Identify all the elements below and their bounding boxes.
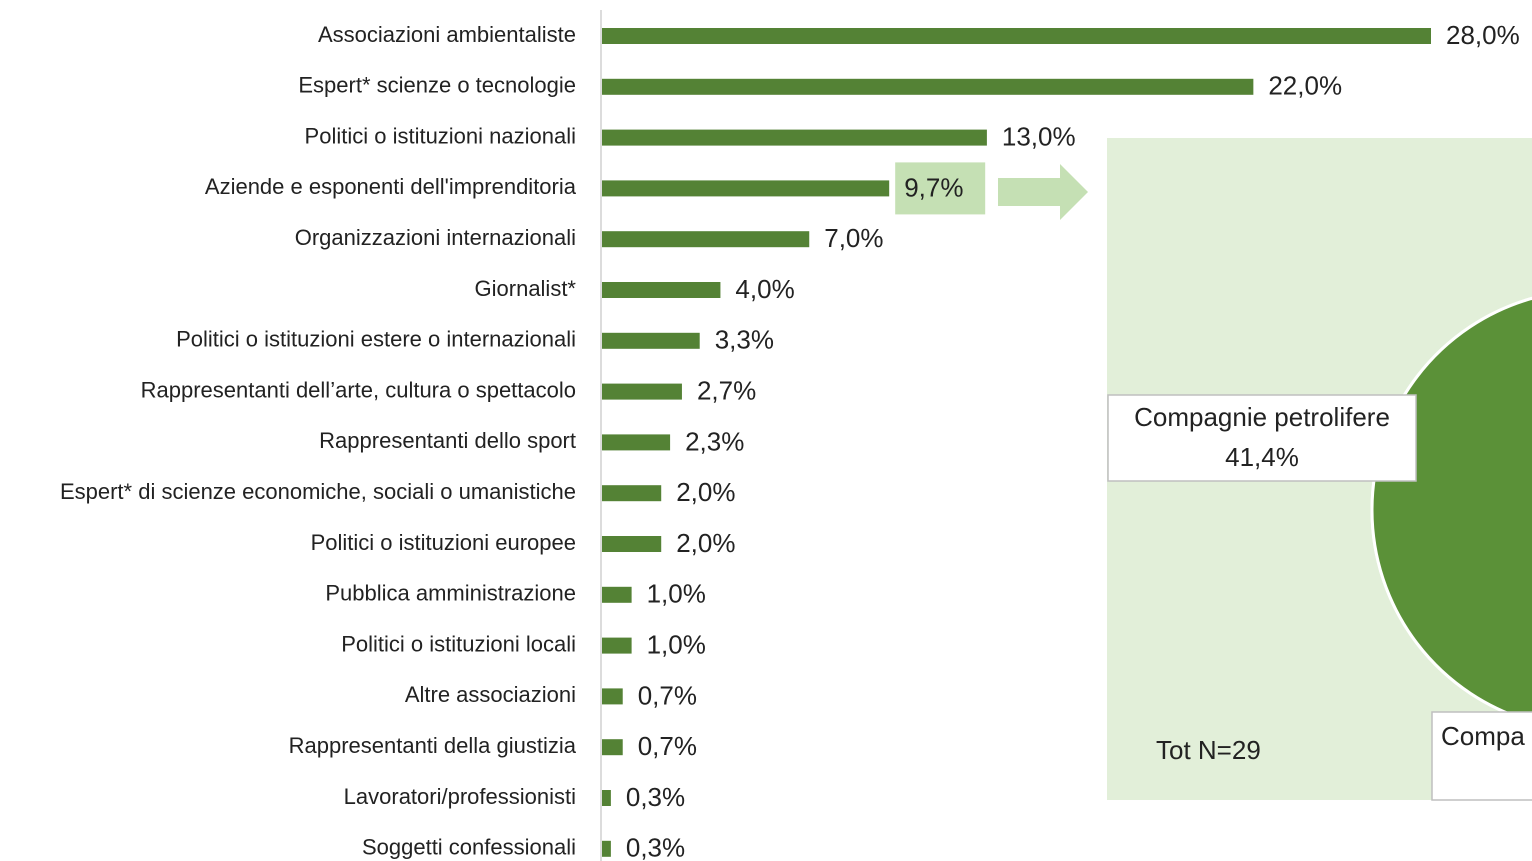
value-label: 2,0% [676, 477, 735, 507]
category-label: Organizzazioni internazionali [295, 225, 576, 250]
category-label: Rappresentanti della giustizia [289, 733, 577, 758]
bar [602, 840, 611, 857]
value-label: 13,0% [1002, 121, 1076, 151]
value-label: 1,0% [647, 629, 706, 659]
category-label: Politici o istituzioni estere o internaz… [176, 327, 576, 352]
bar [602, 485, 662, 502]
category-label: Lavoratori/professionisti [344, 784, 576, 809]
value-label: 28,0% [1446, 20, 1520, 50]
category-label: Rappresentanti dello sport [319, 428, 576, 453]
category-label: Associazioni ambientaliste [318, 22, 576, 47]
value-label: 3,3% [715, 325, 774, 355]
slice-label: Compa [1441, 721, 1525, 751]
value-label: 9,7% [904, 172, 963, 202]
value-label: 0,3% [626, 782, 685, 812]
value-label: 0,3% [626, 833, 685, 861]
bar [602, 78, 1254, 95]
slice-label-box [1107, 394, 1417, 482]
bar [602, 129, 987, 146]
bar [602, 434, 671, 451]
category-label: Altre associazioni [405, 682, 576, 707]
bar [602, 282, 721, 298]
bar [602, 586, 632, 603]
value-label: 22,0% [1268, 71, 1342, 101]
value-label: 0,7% [638, 731, 697, 761]
label-highlight [895, 162, 986, 215]
slice-label: Compagnie petrolifere [1134, 402, 1390, 432]
value-label: 4,0% [735, 274, 794, 304]
category-label: Espert* scienze o tecnologie [298, 73, 576, 98]
value-label: 2,3% [685, 426, 744, 456]
category-label: Rappresentanti dell’arte, cultura o spet… [141, 377, 576, 402]
bar [602, 688, 623, 705]
bar [602, 28, 1431, 44]
value-label: 0,7% [638, 680, 697, 710]
bar [602, 637, 632, 654]
arrow [998, 164, 1088, 220]
category-label: Aziende e esponenti dell'imprenditoria [205, 174, 577, 199]
bar [602, 180, 890, 197]
total-note: Tot N=29 [1156, 735, 1261, 765]
category-label: Politici o istituzioni locali [341, 631, 576, 656]
category-label: Politici o istituzioni europee [311, 530, 576, 555]
category-label: Politici o istituzioni nazionali [305, 123, 576, 148]
value-label: 1,0% [647, 579, 706, 609]
category-label: Espert* di scienze economiche, sociali o… [60, 479, 576, 504]
bar [602, 332, 700, 349]
bar [602, 536, 662, 552]
category-label: Soggetti confessionali [362, 835, 576, 860]
bar [602, 790, 611, 806]
bar [602, 739, 623, 756]
category-label: Giornalist* [475, 276, 577, 301]
value-label: 7,0% [824, 223, 883, 253]
bar [602, 383, 682, 400]
category-label: Pubblica amministrazione [325, 581, 576, 606]
slice-value-label: 41,4% [1225, 442, 1299, 472]
value-label: 2,7% [697, 375, 756, 405]
value-label: 2,0% [676, 528, 735, 558]
bar [602, 231, 810, 248]
slice-label-box [1431, 711, 1532, 801]
